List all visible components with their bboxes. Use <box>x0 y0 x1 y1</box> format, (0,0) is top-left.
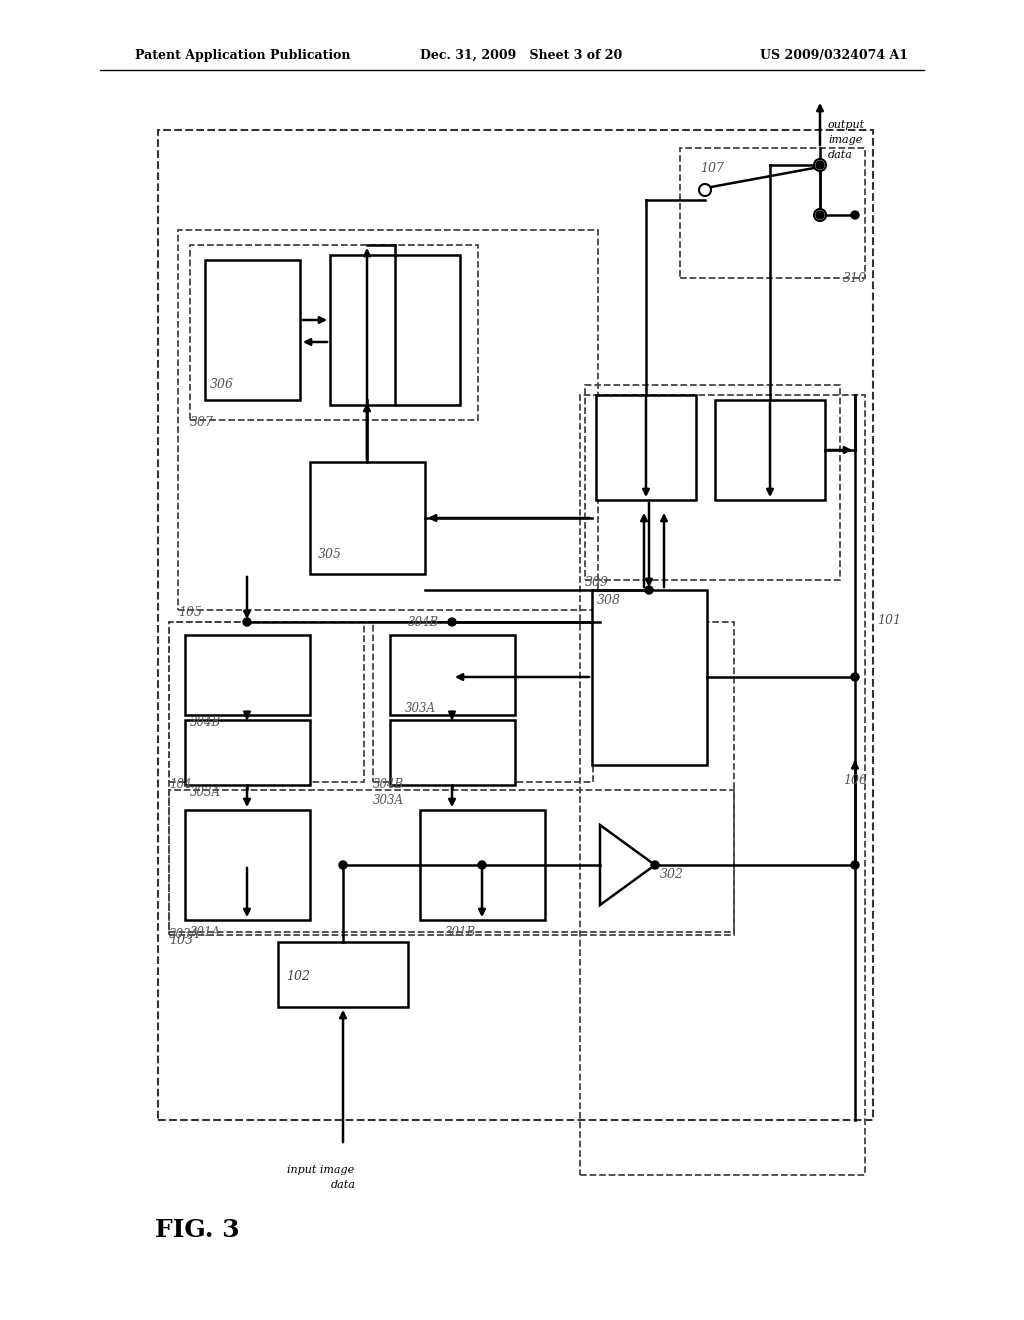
Text: 104: 104 <box>169 779 191 792</box>
Text: 301A: 301A <box>190 925 221 939</box>
Bar <box>592 590 707 766</box>
Text: 305: 305 <box>318 548 342 561</box>
Text: 101: 101 <box>877 614 901 627</box>
Bar <box>585 385 840 579</box>
Text: 303A: 303A <box>190 787 221 800</box>
Text: 306: 306 <box>210 379 234 392</box>
Circle shape <box>851 211 859 219</box>
Circle shape <box>651 861 659 869</box>
Circle shape <box>814 209 826 220</box>
Bar <box>580 395 865 1175</box>
Text: data: data <box>331 1180 355 1191</box>
Text: Patent Application Publication: Patent Application Publication <box>135 49 350 62</box>
Text: image: image <box>828 135 862 145</box>
Bar <box>205 260 300 400</box>
Text: 309: 309 <box>585 576 609 589</box>
Bar <box>420 810 545 920</box>
Text: 310: 310 <box>843 272 867 285</box>
Bar <box>169 622 734 932</box>
Text: 105: 105 <box>178 606 202 619</box>
Bar <box>390 635 515 715</box>
Circle shape <box>243 618 251 626</box>
Circle shape <box>478 861 486 869</box>
Circle shape <box>851 861 859 869</box>
Bar <box>158 129 873 1119</box>
Text: 302: 302 <box>660 869 684 882</box>
Circle shape <box>816 211 824 219</box>
Bar <box>185 635 310 715</box>
Circle shape <box>816 161 824 169</box>
Bar <box>373 622 593 781</box>
Text: 107: 107 <box>700 161 724 174</box>
Text: 106: 106 <box>843 774 867 787</box>
Circle shape <box>699 183 711 195</box>
Bar <box>715 400 825 500</box>
Text: 303A: 303A <box>169 928 200 941</box>
Bar <box>390 719 515 785</box>
Text: 308: 308 <box>597 594 621 606</box>
Text: 102: 102 <box>286 970 310 983</box>
Bar <box>169 622 364 781</box>
Circle shape <box>339 861 347 869</box>
Text: 304B: 304B <box>408 616 439 630</box>
Bar <box>169 789 734 935</box>
Bar <box>185 810 310 920</box>
Circle shape <box>645 586 653 594</box>
Bar <box>278 942 408 1007</box>
Text: Dec. 31, 2009   Sheet 3 of 20: Dec. 31, 2009 Sheet 3 of 20 <box>420 49 623 62</box>
Text: data: data <box>828 150 853 160</box>
Text: output: output <box>828 120 865 129</box>
Bar <box>596 395 696 500</box>
Text: 103: 103 <box>169 933 193 946</box>
Circle shape <box>814 158 826 172</box>
Text: 301B: 301B <box>445 925 476 939</box>
Text: US 2009/0324074 A1: US 2009/0324074 A1 <box>760 49 908 62</box>
Text: 304B: 304B <box>190 717 221 730</box>
Text: FIG. 3: FIG. 3 <box>155 1218 240 1242</box>
Text: input image: input image <box>288 1166 354 1175</box>
Polygon shape <box>600 825 655 906</box>
Bar <box>330 255 460 405</box>
Text: 303A: 303A <box>406 701 436 714</box>
Text: 304B: 304B <box>373 779 404 792</box>
Circle shape <box>851 673 859 681</box>
Bar <box>185 719 310 785</box>
Bar <box>310 462 425 574</box>
Bar <box>190 246 478 420</box>
Bar <box>680 148 865 279</box>
Circle shape <box>449 618 456 626</box>
Text: 307: 307 <box>190 417 214 429</box>
Bar <box>178 230 598 610</box>
Text: 303A: 303A <box>373 793 404 807</box>
